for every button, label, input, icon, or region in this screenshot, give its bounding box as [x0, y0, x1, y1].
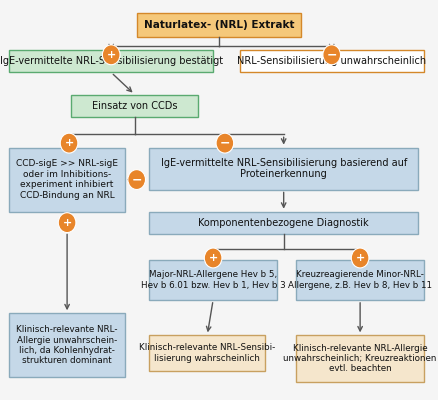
Text: −: −: [131, 173, 142, 186]
FancyBboxPatch shape: [9, 148, 125, 212]
FancyBboxPatch shape: [149, 212, 418, 234]
Circle shape: [216, 133, 234, 153]
FancyBboxPatch shape: [149, 335, 265, 371]
Text: +: +: [106, 50, 116, 60]
Text: IgE-vermittelte NRL-Sensibilisierung bestätigt: IgE-vermittelte NRL-Sensibilisierung bes…: [0, 56, 223, 66]
Text: Kreuzreagierende Minor-NRL-
Allergene, z.B. Hev b 8, Hev b 11: Kreuzreagierende Minor-NRL- Allergene, z…: [288, 270, 432, 290]
Text: +: +: [356, 253, 365, 263]
Text: +: +: [64, 138, 74, 148]
Text: +: +: [63, 218, 72, 228]
Text: Naturlatex- (NRL) Extrakt: Naturlatex- (NRL) Extrakt: [144, 20, 294, 30]
FancyBboxPatch shape: [149, 260, 277, 300]
FancyBboxPatch shape: [9, 50, 213, 72]
FancyBboxPatch shape: [71, 94, 198, 117]
Circle shape: [60, 133, 78, 153]
FancyBboxPatch shape: [137, 13, 301, 37]
Text: Major-NRL-Allergene Hev b 5,
Hev b 6.01 bzw. Hev b 1, Hev b 3: Major-NRL-Allergene Hev b 5, Hev b 6.01 …: [141, 270, 286, 290]
Text: Klinisch-relevante NRL-Sensibi-
lisierung wahrscheinlich: Klinisch-relevante NRL-Sensibi- lisierun…: [139, 343, 276, 363]
FancyBboxPatch shape: [9, 313, 125, 377]
Circle shape: [102, 45, 120, 65]
FancyBboxPatch shape: [240, 50, 424, 72]
Circle shape: [204, 248, 222, 268]
Text: Komponentenbezogene Diagnostik: Komponentenbezogene Diagnostik: [198, 218, 369, 228]
Text: −: −: [326, 48, 337, 61]
FancyBboxPatch shape: [297, 335, 424, 382]
Text: +: +: [208, 253, 218, 263]
Circle shape: [128, 170, 145, 190]
Text: −: −: [219, 137, 230, 150]
Circle shape: [323, 45, 340, 65]
FancyBboxPatch shape: [149, 148, 418, 190]
Text: Klinisch-relevante NRL-
Allergie unwahrschein-
lich, da Kohlenhydrat-
strukturen: Klinisch-relevante NRL- Allergie unwahrs…: [16, 325, 118, 365]
Circle shape: [351, 248, 369, 268]
Text: Einsatz von CCDs: Einsatz von CCDs: [92, 100, 177, 110]
Text: Klinisch-relevante NRL-Allergie
unwahrscheinlich; Kreuzreaktionen
evtl. beachten: Klinisch-relevante NRL-Allergie unwahrsc…: [283, 344, 437, 373]
Text: NRL-Sensibilisierung unwahrscheinlich: NRL-Sensibilisierung unwahrscheinlich: [237, 56, 426, 66]
Circle shape: [58, 213, 76, 232]
Text: IgE-vermittelte NRL-Sensibilisierung basierend auf
Proteinerkennung: IgE-vermittelte NRL-Sensibilisierung bas…: [161, 158, 407, 179]
FancyBboxPatch shape: [297, 260, 424, 300]
Text: CCD-sigE >> NRL-sigE
oder im Inhibitions-
experiment inhibiert
CCD-Bindung an NR: CCD-sigE >> NRL-sigE oder im Inhibitions…: [16, 160, 118, 200]
